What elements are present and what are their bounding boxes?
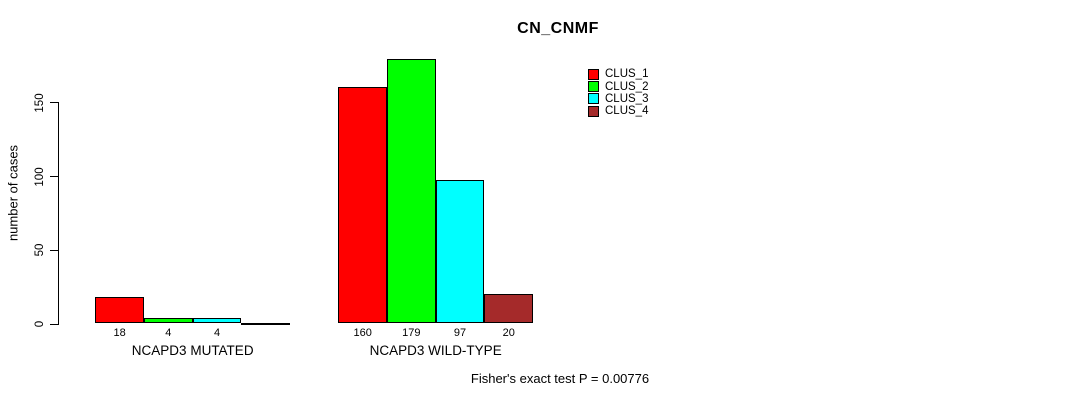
group-label-2: NCAPD3 WILD-TYPE bbox=[369, 343, 502, 358]
bar-value-label: 18 bbox=[113, 327, 126, 339]
bar-value-label: 4 bbox=[213, 327, 221, 339]
chart-title: CN_CNMF bbox=[517, 20, 599, 37]
legend-swatch-clus_4 bbox=[588, 105, 599, 117]
bar-clus_2-group1 bbox=[144, 317, 193, 324]
bar-value-label: 4 bbox=[165, 327, 172, 339]
y-axis-line bbox=[57, 101, 59, 325]
legend-item-clus_1: CLUS_1 bbox=[588, 68, 648, 80]
legend-item-clus_2: CLUS_2 bbox=[588, 80, 649, 93]
footnote: Fisher's exact test P = 0.00776 bbox=[470, 371, 650, 386]
y-tick bbox=[49, 101, 58, 104]
legend-label: CLUS_1 bbox=[605, 68, 649, 81]
y-tick-label: 0 bbox=[34, 320, 46, 328]
legend-swatch-clus_2 bbox=[588, 81, 599, 93]
bar-value-label: 179 bbox=[402, 327, 421, 339]
bar-clus_2-group2 bbox=[387, 59, 436, 324]
legend-swatch-clus_3 bbox=[588, 93, 599, 105]
bar-clus_3-group2 bbox=[435, 180, 485, 324]
legend-label: CLUS_4 bbox=[605, 105, 649, 118]
bar-clus_3-group1 bbox=[192, 317, 242, 324]
y-tick-label: 50 bbox=[34, 243, 46, 257]
legend-swatch-clus_1 bbox=[588, 68, 599, 80]
legend: CLUS_1 CLUS_2 CLUS_3 CLUS_4 bbox=[588, 68, 648, 118]
bar-clus_4-group2 bbox=[484, 293, 534, 324]
legend-item-clus_3: CLUS_3 bbox=[588, 93, 648, 105]
bar-value-label: 97 bbox=[453, 327, 467, 339]
bar-clus_4-group1-zero bbox=[241, 323, 291, 325]
bar-clus_1-group1 bbox=[95, 296, 144, 324]
y-tick bbox=[49, 175, 58, 178]
legend-label: CLUS_3 bbox=[605, 92, 649, 105]
group-label-1: NCAPD3 MUTATED bbox=[131, 343, 254, 358]
y-tick bbox=[49, 323, 58, 325]
bar-value-label: 160 bbox=[353, 327, 372, 339]
bar-value-label: 20 bbox=[502, 327, 515, 339]
y-tick-label: 100 bbox=[34, 166, 46, 187]
y-tick-label: 150 bbox=[34, 93, 46, 113]
legend-label: CLUS_2 bbox=[605, 80, 649, 93]
y-tick bbox=[49, 249, 58, 252]
y-axis-label: number of cases bbox=[5, 144, 21, 242]
legend-item-clus_4: CLUS_4 bbox=[588, 105, 648, 117]
bar-clus_1-group2 bbox=[338, 87, 387, 324]
